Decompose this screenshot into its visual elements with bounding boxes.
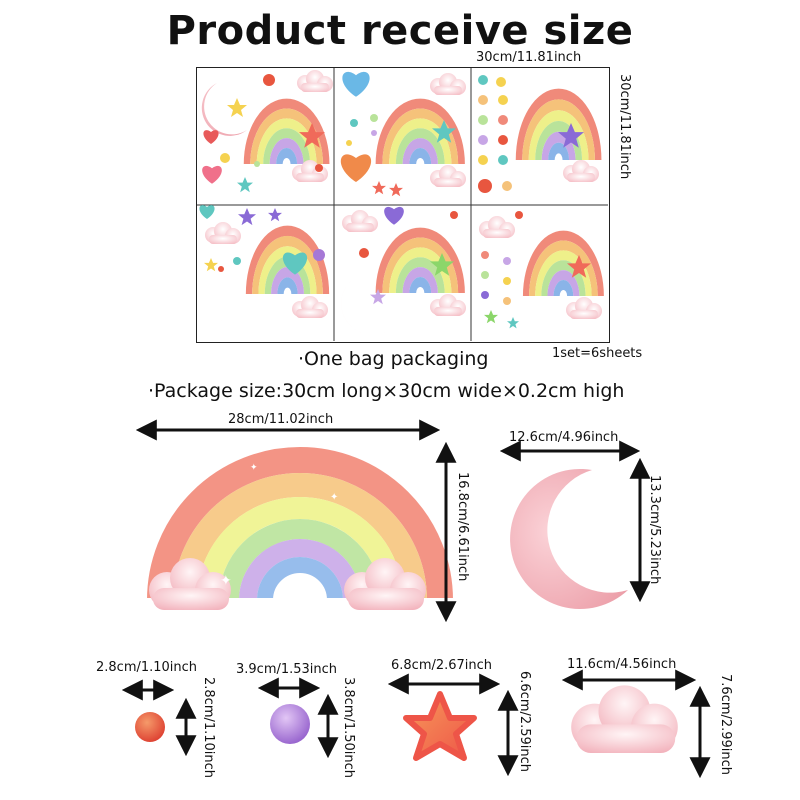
moon-icon xyxy=(510,468,628,609)
purple-dot-width-label: 3.9cm/1.53inch xyxy=(236,662,338,677)
page-title: Product receive size xyxy=(166,8,634,54)
package-size-label: ·Package size:30cm long×30cm wide×0.2cm … xyxy=(148,380,625,402)
star-icon xyxy=(403,691,477,761)
svg-text:✦: ✦ xyxy=(330,492,338,503)
rainbow-icon: ✦ ✦ ✦ xyxy=(140,447,460,628)
red-dot-icon xyxy=(135,712,165,742)
cloud-icon xyxy=(571,685,678,753)
sheets-illustration xyxy=(197,68,608,341)
svg-text:✦: ✦ xyxy=(250,463,258,473)
cloud-width-label: 11.6cm/4.56inch xyxy=(567,657,677,672)
purple-dot-icon xyxy=(270,704,310,744)
set-count-label: 1set=6sheets xyxy=(552,346,643,361)
sticker-sheets-grid xyxy=(196,67,610,343)
star-width-label: 6.8cm/2.67inch xyxy=(391,658,493,673)
packaging-label: ·One bag packaging xyxy=(298,348,489,370)
sheet-width-label: 30cm/11.81inch xyxy=(476,50,582,65)
red-dot-width-label: 2.8cm/1.10inch xyxy=(96,660,198,675)
svg-text:✦: ✦ xyxy=(220,573,232,589)
